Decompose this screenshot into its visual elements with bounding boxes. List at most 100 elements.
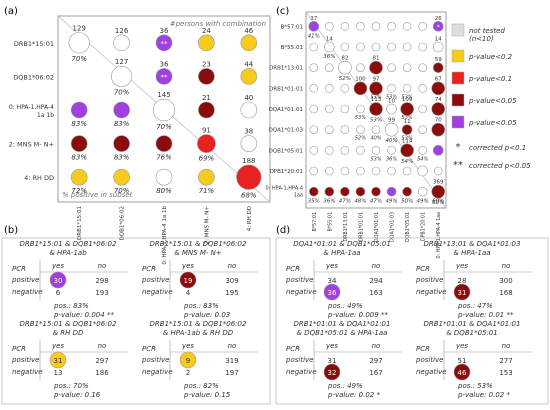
panel-a-bubble <box>155 168 173 186</box>
panel-c-bubble-empty <box>356 146 365 155</box>
panel-c-col-label: DPB1*20:01 <box>421 212 427 241</box>
table-b-cell: 298 <box>95 277 108 285</box>
panel-c-bubble <box>384 122 399 137</box>
panel-c-pct: 60% <box>432 200 444 206</box>
table-d-pos: pos.: 49% <box>327 382 363 390</box>
panel-a-pct: 83% <box>114 154 130 162</box>
table-d-title2: & HPA-1aa <box>323 249 360 257</box>
table-d-4: DRB1*01:01 & DQA1*01:01& DQB1*05:01 yes no… <box>415 320 532 399</box>
panel-c-count: 14 <box>435 37 442 43</box>
table-d-title2: & HPA-1aa <box>453 249 490 257</box>
panel-a-bubble <box>70 101 88 119</box>
panel-c-row-label: DRB1*01:01 <box>269 86 303 92</box>
table-b-row2: negative <box>142 288 173 296</box>
table-d-cell: 167 <box>369 369 382 377</box>
legend-swatch <box>451 23 465 37</box>
panel-label-a: (a) <box>4 6 18 17</box>
panel-c-pct: 36% <box>323 54 335 60</box>
table-d-cell: 34 <box>328 277 337 285</box>
panel-c-bubble-empty <box>418 63 427 72</box>
table-d-3: DRB1*01:01 & DQA1*01:01& DQB1*05:01 & HP… <box>285 320 402 399</box>
panel-c-bubble <box>324 41 335 53</box>
panel-c-bubble <box>355 186 366 197</box>
panel-a-count: 91 <box>202 127 211 135</box>
panel-c-bubble <box>338 60 352 75</box>
table-b-cell: 195 <box>225 289 238 297</box>
table-b-row1: positive <box>141 356 169 364</box>
table-b-hdr-no: no <box>98 262 107 270</box>
panel-c-count: 37 <box>310 16 317 22</box>
table-d-highlight-circle <box>323 363 341 381</box>
panel-a-col-label: 0: HPA-1,HPA-4 1a 1b <box>162 206 168 265</box>
panel-a-bubble <box>68 32 90 54</box>
panel-a-count: 188 <box>242 157 255 165</box>
panel-c-bubble-empty <box>325 125 334 134</box>
table-b-cell: 319 <box>225 357 238 365</box>
panel-c-bubble <box>369 60 383 75</box>
panel-c-bubble-empty <box>309 63 319 72</box>
panel-a-pct: 70% <box>114 89 130 97</box>
panel-c-bottom-pct: 49% <box>385 199 397 205</box>
panel-c-bubble-empty <box>340 166 350 176</box>
panel-a-bubble <box>113 168 130 186</box>
table-b-title: DRB1*15:01 & DQB1*06:02 <box>150 320 247 328</box>
panel-c-count: 67 <box>435 76 442 82</box>
panel-c-bubble-empty <box>387 22 396 31</box>
panel-a-count: 38 <box>244 128 253 136</box>
panel-c-bubble <box>417 165 428 177</box>
panel-a-bubble <box>70 135 88 152</box>
panel-label-d: (d) <box>276 225 290 236</box>
panel-a-count: 126 <box>115 27 129 35</box>
table-b-row-hdr: PCR <box>12 345 26 353</box>
panel-a-bubble-mark: ** <box>161 40 169 48</box>
legend-label: p-value<0.1 <box>468 75 512 83</box>
panel-c-count: 81 <box>373 56 380 62</box>
table-d-cell: 294 <box>369 277 383 285</box>
panel-a-bubble <box>198 168 215 186</box>
table-b-hdr-no: no <box>228 342 237 350</box>
panel-c-bubble-empty <box>418 104 427 114</box>
panel-a-count: 127 <box>115 58 128 66</box>
legend-swatch <box>451 71 465 85</box>
table-b-row-hdr: PCR <box>12 265 26 273</box>
panel-c-count: 70 <box>435 118 442 124</box>
table-d-title2: & DQB1*05:01 & HPA-1aa <box>297 329 388 337</box>
panel-c-pct: 53% <box>370 156 381 162</box>
table-b-4: DRB1*15:01 & DQB1*06:02& HPA-1ab & RH DD… <box>141 320 258 399</box>
panel-a-count: 46 <box>244 27 253 35</box>
panel-c-bubble-empty <box>402 84 412 93</box>
panel-a-bubble <box>70 168 88 186</box>
panel-c-bubble <box>371 186 381 197</box>
table-b-pos: pos.: 83% <box>183 302 219 310</box>
table-d-row2: negative <box>286 368 317 376</box>
panel-c-bubble-empty <box>387 166 396 176</box>
panel-c-pct: 36% <box>386 156 397 162</box>
panel-a-row-label: 4: RH DD <box>24 174 54 182</box>
panel-c-bubble-empty <box>418 146 427 155</box>
table-b-pval: p-value: 0.03 <box>183 311 230 319</box>
panel-c-bubble <box>400 102 414 116</box>
panel-c-col-label: DQA1*01:01 <box>374 212 380 242</box>
table-b-cell: 309 <box>225 277 238 285</box>
panel-a-bubble <box>113 101 130 119</box>
table-d-title2: & DQB1*05:01 <box>446 329 498 337</box>
panel-a-pct: 68% <box>241 191 257 199</box>
table-b-cell: 193 <box>95 289 108 297</box>
panel-a-count: 44 <box>244 60 253 68</box>
table-d-cell: 51 <box>458 357 467 365</box>
panel-a-row-label: 0: HPA-1,HPA-4 <box>9 104 54 111</box>
table-b-title2: & HPA-1ab <box>49 249 87 257</box>
panel-a-bubble <box>152 98 176 122</box>
panel-c-bubble <box>431 81 446 96</box>
panel-c-pct: 41% <box>308 33 320 39</box>
table-b-cell: 9 <box>186 357 190 365</box>
legend-star: * <box>456 142 461 153</box>
panel-c-bubble <box>369 81 383 96</box>
panel-c-bottom-pct: 47% <box>339 199 351 205</box>
table-d-title: DRB1*13:01 & DQA1*01:03 <box>424 240 521 248</box>
panel-a-bubble-mark: ** <box>161 73 169 81</box>
panel-c-count: 59 <box>435 57 442 63</box>
panel-a-bubble <box>155 135 173 152</box>
panel-c-col-label: 0: HPA-1,HPA-4 1aa <box>436 212 442 259</box>
